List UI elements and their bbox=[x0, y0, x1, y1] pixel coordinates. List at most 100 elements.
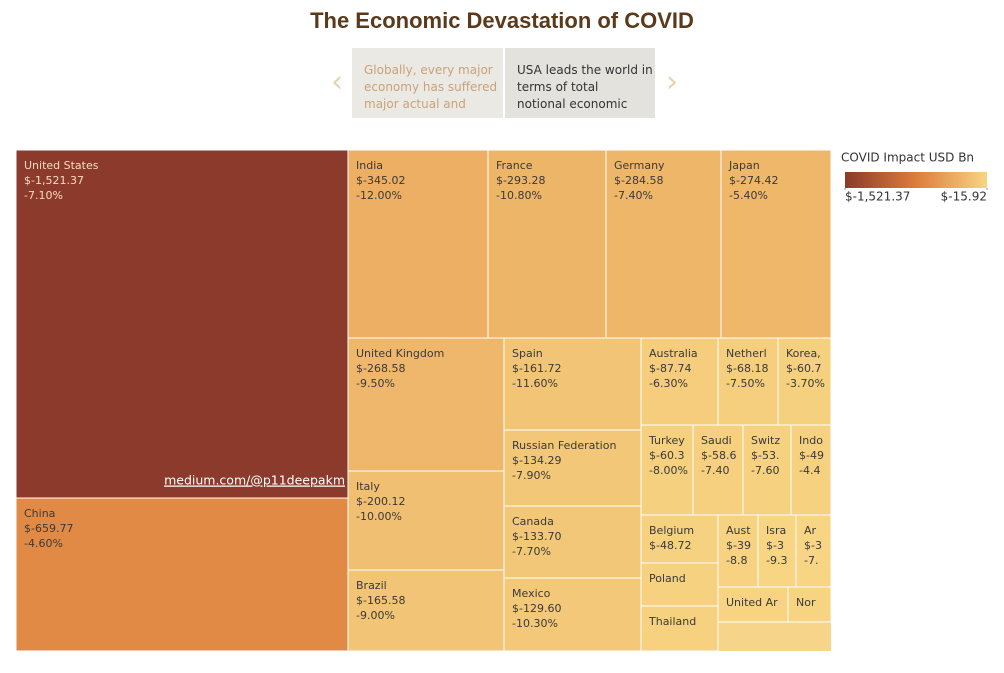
treemap-cell bbox=[757, 514, 797, 588]
cell-value: $-284.58 bbox=[614, 174, 663, 187]
cell-labels: Belgium $-48.72 bbox=[649, 524, 694, 552]
cell-value: $-293.28 bbox=[496, 174, 545, 187]
cell-labels: Canada $-133.70 -7.70% bbox=[512, 515, 561, 558]
cell-value: $-3 bbox=[804, 539, 822, 552]
cell-percent: -10.30% bbox=[512, 617, 558, 630]
cell-percent: -8.00% bbox=[649, 464, 688, 477]
treemap-cell bbox=[15, 149, 349, 499]
cell-value: $-3 bbox=[766, 539, 784, 552]
cell-percent: -7.10% bbox=[24, 189, 63, 202]
treemap-cell bbox=[15, 497, 349, 652]
cell-labels: United Ar bbox=[726, 596, 778, 609]
cell-name: Australia bbox=[649, 347, 698, 360]
cell-labels: Spain $-161.72 -11.60% bbox=[512, 347, 561, 390]
cell-name: Japan bbox=[728, 159, 760, 172]
cell-labels: Italy $-200.12 -10.00% bbox=[356, 480, 405, 523]
cell-labels: Indo $-49 -4.4 bbox=[799, 434, 824, 477]
cell-labels: Netherl $-68.18 -7.50% bbox=[726, 347, 768, 390]
story-texts: Globally, every major economy has suffere… bbox=[364, 63, 653, 111]
cell-name: Indo bbox=[799, 434, 823, 447]
cell-labels: Brazil $-165.58 -9.00% bbox=[356, 579, 405, 622]
cell-labels: Saudi $-58.6 -7.40 bbox=[701, 434, 736, 477]
cell-value: $-345.02 bbox=[356, 174, 405, 187]
cell-percent: -3.70% bbox=[786, 377, 825, 390]
cell-labels: France $-293.28 -10.80% bbox=[496, 159, 545, 202]
story-point[interactable] bbox=[352, 48, 503, 118]
treemap-cell bbox=[347, 337, 505, 472]
cell-percent: -9.50% bbox=[356, 377, 395, 390]
cell-name: Mexico bbox=[512, 587, 551, 600]
cell-value: $-165.58 bbox=[356, 594, 405, 607]
cell-value: $-87.74 bbox=[649, 362, 691, 375]
cell-name: Poland bbox=[649, 572, 686, 585]
legend-gradient bbox=[845, 172, 987, 188]
treemap-cell bbox=[790, 424, 832, 516]
treemap-cell bbox=[717, 337, 779, 426]
story-text: USA leads the world in terms of total noti… bbox=[517, 63, 653, 111]
cell-name: United Kingdom bbox=[356, 347, 444, 360]
cell-labels: Isra $-3 -9.3 bbox=[766, 524, 787, 567]
cell-labels: Ar $-3 -7. bbox=[804, 524, 822, 567]
cell-percent: -7.40 bbox=[701, 464, 729, 477]
cell-name: Germany bbox=[614, 159, 665, 172]
cell-value: $-60.3 bbox=[649, 449, 684, 462]
cell-percent: -7.90% bbox=[512, 469, 551, 482]
cell-labels: Switz $-53. -7.60 bbox=[751, 434, 780, 477]
treemap-cell bbox=[605, 149, 722, 339]
cell-value: $-268.58 bbox=[356, 362, 405, 375]
cell-labels: Aust $-39 -8.8 bbox=[726, 524, 751, 567]
treemap-cell bbox=[503, 577, 642, 652]
treemap-cell bbox=[640, 337, 719, 426]
cell-labels: Germany $-284.58 -7.40% bbox=[614, 159, 665, 202]
cell-labels: Australia $-87.74 -6.30% bbox=[649, 347, 698, 390]
cell-name: Russian Federation bbox=[512, 439, 616, 452]
next-arrow[interactable]: › bbox=[666, 65, 678, 100]
cell-value: $-58.6 bbox=[701, 449, 736, 462]
cell-labels: United Kingdom $-268.58 -9.50% bbox=[356, 347, 444, 390]
cell-value: $-53. bbox=[751, 449, 779, 462]
treemap-cell bbox=[795, 514, 832, 588]
cell-value: $-129.60 bbox=[512, 602, 561, 615]
cell-value: $-39 bbox=[726, 539, 751, 552]
cell-percent: -12.00% bbox=[356, 189, 402, 202]
cell-name: India bbox=[356, 159, 383, 172]
cell-percent: -7.50% bbox=[726, 377, 765, 390]
cell-value: $-134.29 bbox=[512, 454, 561, 467]
treemap-cell bbox=[742, 424, 792, 516]
cell-labels: United States $-1,521.37 -7.10% bbox=[24, 159, 99, 202]
cell-name: United States bbox=[24, 159, 99, 172]
treemap-cell bbox=[787, 586, 832, 623]
cell-name: China bbox=[24, 507, 55, 520]
story-point-active[interactable] bbox=[505, 48, 655, 118]
treemap-cell bbox=[487, 149, 607, 339]
cell-name: Korea, bbox=[786, 347, 821, 360]
cell-percent: -9.00% bbox=[356, 609, 395, 622]
treemap-cell bbox=[503, 429, 642, 507]
treemap: United States $-1,521.37 -7.10% China $-659.… bbox=[15, 149, 832, 652]
cell-percent: -8.8 bbox=[726, 554, 747, 567]
treemap-cell bbox=[503, 505, 642, 579]
cell-percent: -10.00% bbox=[356, 510, 402, 523]
cell-name: Italy bbox=[356, 480, 380, 493]
cell-labels: Japan $-274.42 -5.40% bbox=[728, 159, 778, 202]
cell-percent: -4.60% bbox=[24, 537, 63, 550]
cell-labels: India $-345.02 -12.00% bbox=[356, 159, 405, 202]
treemap-cell bbox=[717, 586, 789, 623]
story-text: Globally, every major economy has suffere… bbox=[364, 63, 497, 111]
cell-labels: Mexico $-129.60 -10.30% bbox=[512, 587, 561, 630]
cell-name: Turkey bbox=[648, 434, 685, 447]
cell-name: Nor bbox=[796, 596, 816, 609]
cell-labels: Poland bbox=[649, 572, 686, 585]
cell-percent: -7.40% bbox=[614, 189, 653, 202]
cell-value: $-200.12 bbox=[356, 495, 405, 508]
cell-percent: -10.80% bbox=[496, 189, 542, 202]
cell-percent: -5.40% bbox=[729, 189, 768, 202]
cell-value: $-68.18 bbox=[726, 362, 768, 375]
prev-arrow[interactable]: ‹ bbox=[331, 65, 343, 100]
cell-value: $-1,521.37 bbox=[24, 174, 84, 187]
cell-labels: Thailand bbox=[648, 615, 696, 628]
title: The Economic Devastation of COVID bbox=[310, 8, 694, 33]
legend-tick-label: $-1,521.37 bbox=[845, 190, 910, 204]
